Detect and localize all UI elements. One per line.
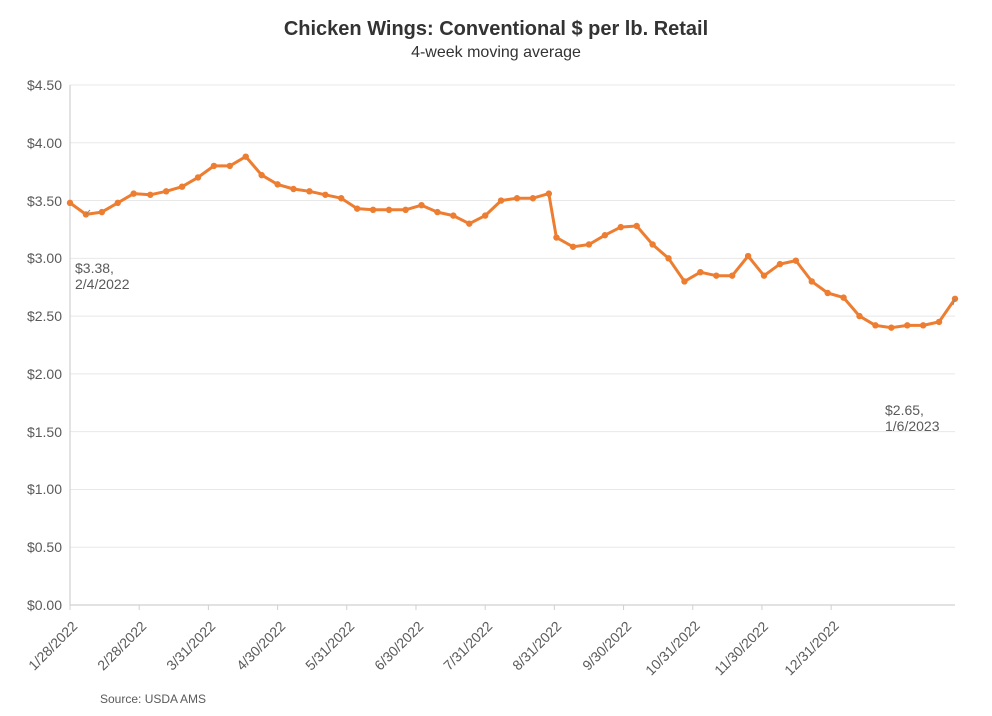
data-annotation: $3.38,2/4/2022 xyxy=(75,260,130,292)
y-tick-label: $2.00 xyxy=(0,366,62,382)
y-tick-label: $0.00 xyxy=(0,597,62,613)
y-tick-label: $2.50 xyxy=(0,308,62,324)
y-tick-label: $1.50 xyxy=(0,424,62,440)
data-annotation: $2.65,1/6/2023 xyxy=(885,402,940,434)
y-tick-label: $3.50 xyxy=(0,193,62,209)
y-tick-label: $4.00 xyxy=(0,135,62,151)
y-tick-label: $3.00 xyxy=(0,250,62,266)
y-tick-label: $1.00 xyxy=(0,481,62,497)
chart-svg xyxy=(0,0,992,716)
source-label: Source: USDA AMS xyxy=(100,692,206,706)
chart-container: Chicken Wings: Conventional $ per lb. Re… xyxy=(0,0,992,716)
y-tick-label: $0.50 xyxy=(0,539,62,555)
y-tick-label: $4.50 xyxy=(0,77,62,93)
